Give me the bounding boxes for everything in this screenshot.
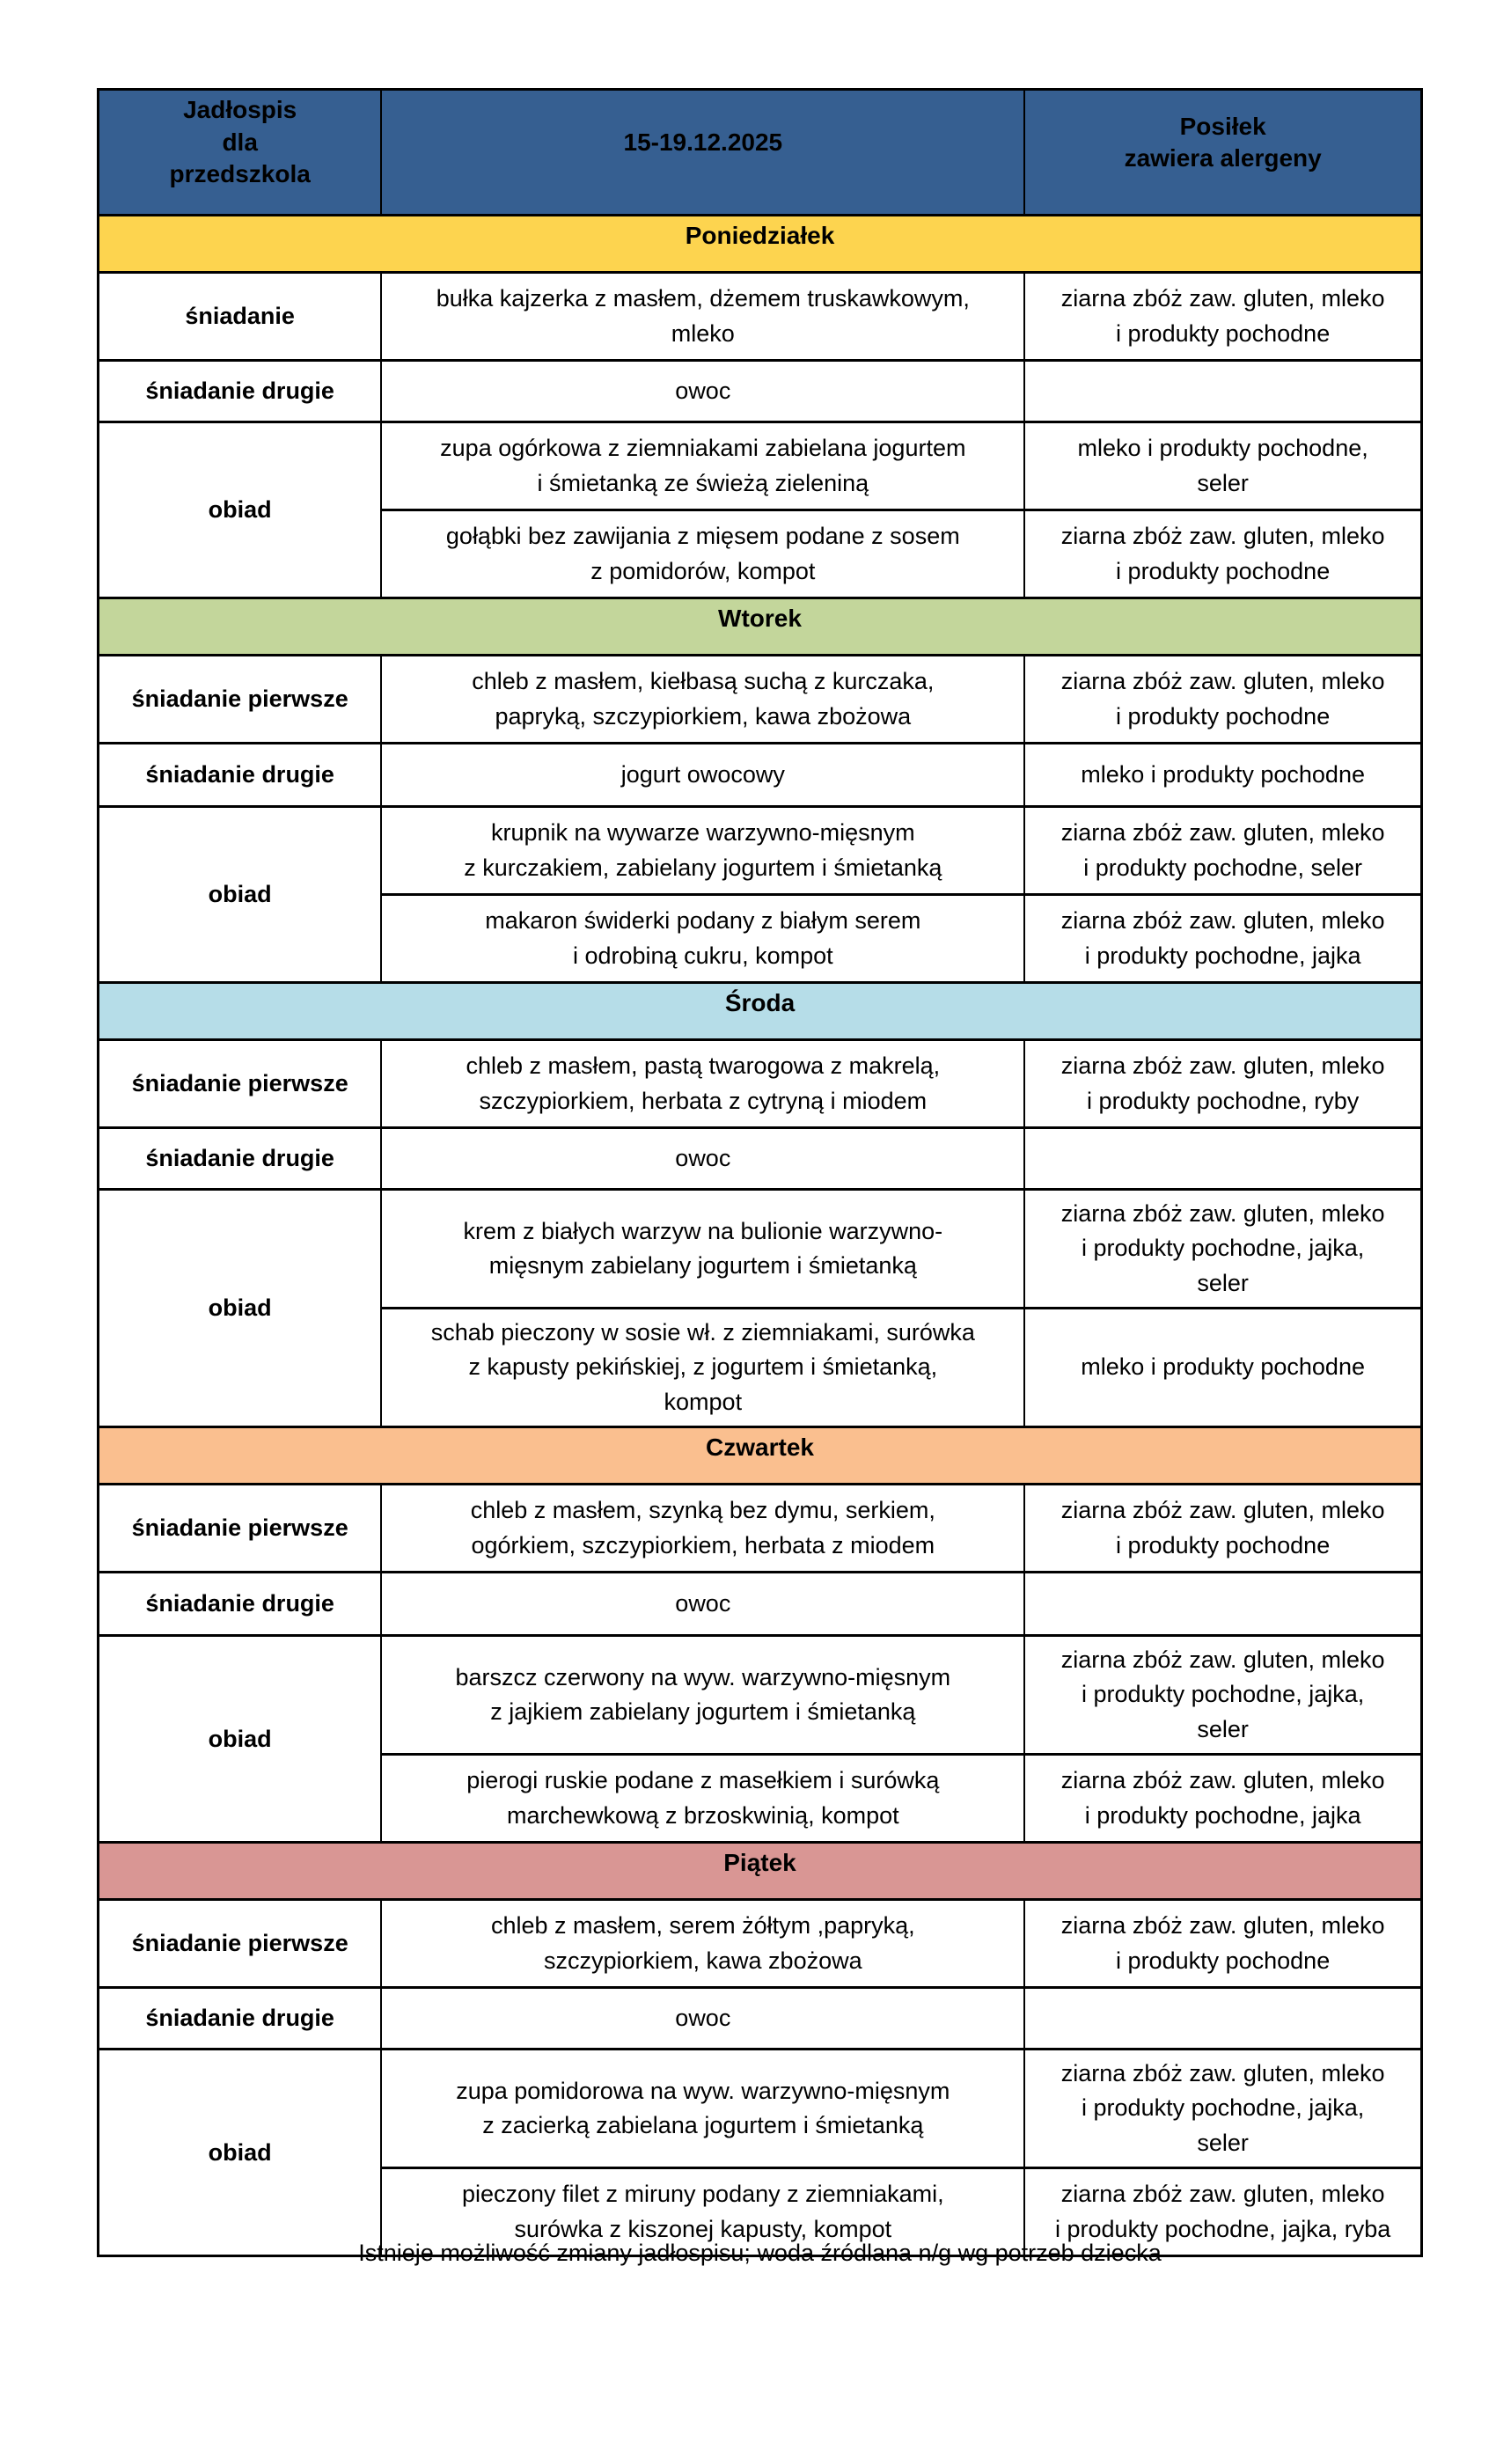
- second-breakfast-meal: jogurt owocowy: [380, 742, 1026, 808]
- dinner-label: obiad: [97, 1634, 383, 1844]
- menu-table: Jadłospis dla przedszkola 15-19.12.2025 …: [97, 88, 1423, 2257]
- main-course-allergens: ziarna zbóż zaw. gluten, mleko i produkt…: [1023, 2167, 1423, 2257]
- breakfast-allergens: ziarna zbóż zaw. gluten, mleko i produkt…: [1023, 654, 1423, 744]
- main-course-meal: schab pieczony w sosie wł. z ziemniakami…: [380, 1307, 1026, 1428]
- table-row: śniadanie pierwsze chleb z masłem, pastą…: [97, 1038, 1423, 1129]
- main-course-meal: pieczony filet z miruny podany z ziemnia…: [380, 2167, 1026, 2257]
- second-breakfast-label: śniadanie drugie: [97, 359, 383, 423]
- breakfast-meal: chleb z masłem, szynką bez dymu, serkiem…: [380, 1483, 1026, 1573]
- main-course-allergens: ziarna zbóż zaw. gluten, mleko i produkt…: [1023, 893, 1423, 984]
- main-course-meal: makaron świderki podany z białym serem i…: [380, 893, 1026, 984]
- table-row: obiad zupa pomidorowa na wyw. warzywno-m…: [97, 2048, 1423, 2257]
- table-title: Jadłospis dla przedszkola: [97, 88, 383, 216]
- second-breakfast-meal: owoc: [380, 1126, 1026, 1191]
- day-band-monday: Poniedziałek: [97, 214, 1423, 274]
- table-row: śniadanie drugie owoc: [97, 1571, 1423, 1637]
- day-band-row: Środa: [97, 981, 1423, 1041]
- breakfast-label: śniadanie pierwsze: [97, 1483, 383, 1573]
- main-course-meal: gołąbki bez zawijania z mięsem podane z …: [380, 509, 1026, 599]
- second-breakfast-allergens: [1023, 1986, 1423, 2050]
- table-row: makaron świderki podany z białym serem i…: [99, 893, 1423, 984]
- allergen-column-header: Posiłek zawiera alergeny: [1023, 88, 1423, 216]
- main-course-allergens: ziarna zbóż zaw. gluten, mleko i produkt…: [1023, 509, 1423, 599]
- table-row: pieczony filet z miruny podany z ziemnia…: [99, 2167, 1423, 2257]
- second-breakfast-allergens: mleko i produkty pochodne: [1023, 742, 1423, 808]
- soup-meal: zupa pomidorowa na wyw. warzywno-mięsnym…: [380, 2048, 1026, 2169]
- soup-allergens: mleko i produkty pochodne, seler: [1023, 421, 1423, 511]
- table-row: obiad krupnik na wywarze warzywno-mięsny…: [97, 805, 1423, 984]
- day-band-row: Wtorek: [97, 597, 1423, 656]
- dinner-label: obiad: [97, 2048, 383, 2257]
- second-breakfast-allergens: [1023, 359, 1423, 423]
- breakfast-label: śniadanie: [97, 271, 383, 362]
- day-band-row: Piątek: [97, 1841, 1423, 1901]
- second-breakfast-label: śniadanie drugie: [97, 1986, 383, 2050]
- main-course-meal: pierogi ruskie podane z masełkiem i suró…: [380, 1753, 1026, 1844]
- second-breakfast-label: śniadanie drugie: [97, 1571, 383, 1637]
- day-band-thursday: Czwartek: [97, 1426, 1423, 1485]
- table-row: śniadanie pierwsze chleb z masłem, kiełb…: [97, 654, 1423, 744]
- table-row: śniadanie drugie owoc: [97, 359, 1423, 423]
- second-breakfast-meal: owoc: [380, 1571, 1026, 1637]
- table-row: obiad zupa ogórkowa z ziemniakami zabiel…: [97, 421, 1423, 599]
- soup-allergens: ziarna zbóż zaw. gluten, mleko i produkt…: [1023, 2048, 1423, 2169]
- soup-allergens: ziarna zbóż zaw. gluten, mleko i produkt…: [1023, 1188, 1423, 1309]
- soup-allergens: ziarna zbóż zaw. gluten, mleko i produkt…: [1023, 805, 1423, 896]
- table-row: gołąbki bez zawijania z mięsem podane z …: [99, 509, 1423, 599]
- day-band-tuesday: Wtorek: [97, 597, 1423, 656]
- breakfast-meal: chleb z masłem, kiełbasą suchą z kurczak…: [380, 654, 1026, 744]
- breakfast-allergens: ziarna zbóż zaw. gluten, mleko i produkt…: [1023, 271, 1423, 362]
- table-row: śniadanie drugie jogurt owocowy mleko i …: [97, 742, 1423, 808]
- dinner-label: obiad: [97, 1188, 383, 1428]
- breakfast-meal: chleb z masłem, serem żółtym ,papryką, s…: [380, 1898, 1026, 1989]
- dinner-label: obiad: [97, 805, 383, 984]
- table-row: śniadanie bułka kajzerka z masłem, dżeme…: [97, 271, 1423, 362]
- main-course-allergens: ziarna zbóż zaw. gluten, mleko i produkt…: [1023, 1753, 1423, 1844]
- table-row: obiad krem z białych warzyw na bulionie …: [97, 1188, 1423, 1428]
- breakfast-label: śniadanie pierwsze: [97, 1898, 383, 1989]
- breakfast-meal: bułka kajzerka z masłem, dżemem truskawk…: [380, 271, 1026, 362]
- footer-note: Istnieje możliwość zmiany jadłospisu; wo…: [358, 2240, 1162, 2266]
- day-band-wednesday: Środa: [97, 981, 1423, 1041]
- breakfast-allergens: ziarna zbóż zaw. gluten, mleko i produkt…: [1023, 1038, 1423, 1129]
- soup-meal: barszcz czerwony na wyw. warzywno-mięsny…: [380, 1634, 1026, 1756]
- table-row: schab pieczony w sosie wł. z ziemniakami…: [99, 1307, 1423, 1428]
- breakfast-label: śniadanie pierwsze: [97, 1038, 383, 1129]
- table-row: obiad barszcz czerwony na wyw. warzywno-…: [97, 1634, 1423, 1844]
- soup-meal: krupnik na wywarze warzywno-mięsnym z ku…: [380, 805, 1026, 896]
- second-breakfast-label: śniadanie drugie: [97, 1126, 383, 1191]
- second-breakfast-allergens: [1023, 1571, 1423, 1637]
- breakfast-meal: chleb z masłem, pastą twarogowa z makrel…: [380, 1038, 1026, 1129]
- day-band-friday: Piątek: [97, 1841, 1423, 1901]
- soup-meal: krem z białych warzyw na bulionie warzyw…: [380, 1188, 1026, 1309]
- second-breakfast-meal: owoc: [380, 1986, 1026, 2050]
- table-row: pierogi ruskie podane z masełkiem i suró…: [99, 1753, 1423, 1844]
- second-breakfast-meal: owoc: [380, 359, 1026, 423]
- dinner-label: obiad: [97, 421, 383, 599]
- table-row: śniadanie pierwsze chleb z masłem, serem…: [97, 1898, 1423, 1989]
- main-course-allergens: mleko i produkty pochodne: [1023, 1307, 1423, 1428]
- day-band-row: Czwartek: [97, 1426, 1423, 1485]
- soup-meal: zupa ogórkowa z ziemniakami zabielana jo…: [380, 421, 1026, 511]
- header-row: Jadłospis dla przedszkola 15-19.12.2025 …: [97, 88, 1423, 216]
- table-row: śniadanie drugie owoc: [97, 1126, 1423, 1191]
- table-row: śniadanie drugie owoc: [97, 1986, 1423, 2050]
- soup-allergens: ziarna zbóż zaw. gluten, mleko i produkt…: [1023, 1634, 1423, 1756]
- second-breakfast-allergens: [1023, 1126, 1423, 1191]
- table-row: śniadanie pierwsze chleb z masłem, szynk…: [97, 1483, 1423, 1573]
- second-breakfast-label: śniadanie drugie: [97, 742, 383, 808]
- breakfast-allergens: ziarna zbóż zaw. gluten, mleko i produkt…: [1023, 1483, 1423, 1573]
- date-range: 15-19.12.2025: [380, 88, 1026, 216]
- breakfast-allergens: ziarna zbóż zaw. gluten, mleko i produkt…: [1023, 1898, 1423, 1989]
- day-band-row: Poniedziałek: [97, 214, 1423, 274]
- breakfast-label: śniadanie pierwsze: [97, 654, 383, 744]
